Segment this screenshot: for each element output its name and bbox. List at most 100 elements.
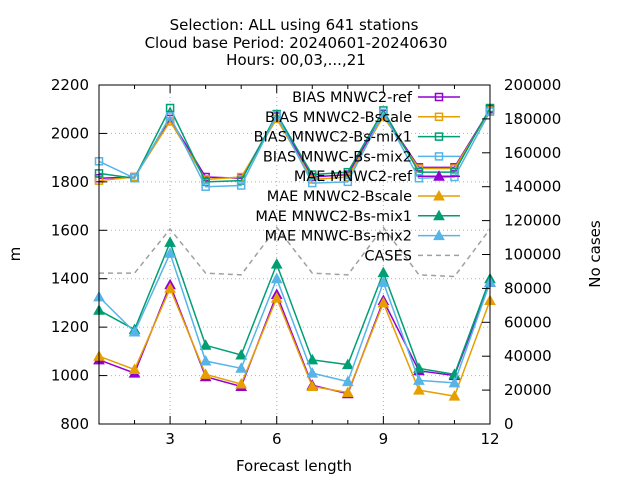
y-tick-label: 2000 [51, 124, 89, 142]
data-point [308, 170, 317, 179]
data-point [343, 167, 353, 177]
series-3 [94, 107, 495, 191]
y-tick-label: 1400 [51, 270, 89, 288]
x-axis-label: Forecast length [236, 457, 352, 475]
series-line [98, 111, 491, 188]
y2-tick-label: 120000 [504, 212, 561, 230]
data-point [128, 363, 141, 375]
legend-label: MAE MNWC2-Bscale [267, 189, 412, 205]
y-tick-label: 1800 [51, 173, 89, 191]
legend-marker [434, 112, 444, 122]
data-point [164, 236, 176, 247]
y-tick-label: 800 [60, 415, 89, 433]
y2-tick-label: 140000 [504, 178, 561, 196]
title-line-2: Cloud base Period: 20240601-20240630 [145, 34, 448, 52]
series-line [98, 108, 491, 179]
data-point [306, 367, 319, 378]
legend: BIAS MNWC2-ref BIAS MNWC2-Bscale BIAS MNWC… [254, 90, 460, 264]
legend-label: BIAS MNWC2-Bs-mix1 [254, 130, 412, 146]
grid [99, 85, 490, 424]
data-point [270, 258, 283, 269]
legend-label: BIAS MNWC2-Bscale [265, 110, 412, 126]
y2-tick-label: 40000 [504, 347, 552, 365]
data-point [377, 296, 390, 308]
series-4 [93, 276, 496, 399]
legend-marker [434, 92, 444, 102]
data-point [377, 266, 390, 278]
legend-label: BIAS MNWC-Bs-mix2 [263, 149, 412, 165]
data-point [448, 390, 461, 401]
y2-tick-label: 0 [504, 415, 514, 433]
legend-marker [434, 132, 444, 141]
data-point [341, 358, 354, 370]
data-point [165, 103, 175, 113]
data-point [306, 380, 319, 391]
data-point [413, 374, 425, 385]
data-point [450, 172, 459, 182]
data-point [413, 384, 425, 395]
data-point [341, 386, 354, 398]
series-8 [99, 226, 491, 278]
title-line-3: Hours: 00,03,...,21 [226, 51, 366, 69]
legend-marker [433, 170, 445, 181]
y-tick-label: 1200 [51, 318, 89, 336]
legend-label: BIAS MNWC2-ref [292, 90, 413, 106]
x-tick-label: 3 [165, 430, 175, 448]
data-point [306, 353, 319, 365]
data-point [377, 276, 390, 287]
series-line [98, 251, 491, 384]
legend-label: MAE MNWC-Bs-mix2 [265, 229, 412, 245]
data-point [165, 112, 175, 121]
series-7 [93, 247, 496, 388]
series-line [98, 106, 491, 183]
series-line [99, 226, 491, 278]
data-point [341, 375, 354, 387]
y2-tick-label: 180000 [504, 110, 561, 128]
y-tick-label: 2200 [51, 76, 89, 94]
legend-marker [433, 229, 445, 241]
data-point [414, 173, 424, 183]
data-point [236, 181, 246, 190]
series-line [98, 282, 491, 395]
series-5 [93, 282, 496, 401]
series-6 [93, 236, 496, 379]
y2-tick-label: 200000 [504, 76, 561, 94]
data-point [235, 362, 248, 373]
data-point [199, 355, 212, 366]
series-line [98, 286, 491, 397]
data-point [413, 362, 425, 373]
y2-tick-label: 160000 [504, 144, 561, 162]
data-point [201, 182, 210, 191]
data-point [130, 173, 139, 183]
x-tick-label: 12 [480, 430, 499, 448]
data-point [270, 292, 283, 303]
data-point [379, 108, 388, 118]
y2-tick-label: 60000 [504, 313, 552, 331]
legend-marker [433, 209, 445, 221]
legend-marker [433, 189, 445, 201]
y2-tick-label: 100000 [504, 246, 561, 264]
y2-axis-label: No cases [586, 220, 604, 288]
data-point [199, 368, 212, 379]
tick-labels: 3 6 9 12 800 1000 1200 1400 1600 1800 2000 2200 0 200… [51, 76, 561, 448]
data-point [270, 272, 283, 284]
data-point [343, 177, 353, 187]
y-tick-label: 1600 [51, 221, 89, 239]
legend-label: MAE MNWC2-Bs-mix1 [255, 209, 412, 225]
x-tick-label: 6 [272, 430, 282, 448]
x-tick-label: 9 [379, 430, 389, 448]
legend-label: MAE MNWC2-ref [294, 169, 413, 185]
y2-tick-label: 20000 [504, 381, 552, 399]
chart-title: Selection: ALL using 641 stations Cloud … [145, 16, 448, 69]
y-tick-label: 1000 [51, 367, 89, 385]
data-point [272, 111, 281, 120]
series-layer [93, 103, 496, 401]
data-point [235, 348, 248, 360]
data-point [164, 282, 176, 293]
data-point [199, 339, 212, 350]
legend-label: CASES [364, 248, 412, 264]
y-axis-label: m [6, 247, 24, 262]
data-point [308, 178, 317, 188]
data-point [164, 247, 176, 258]
